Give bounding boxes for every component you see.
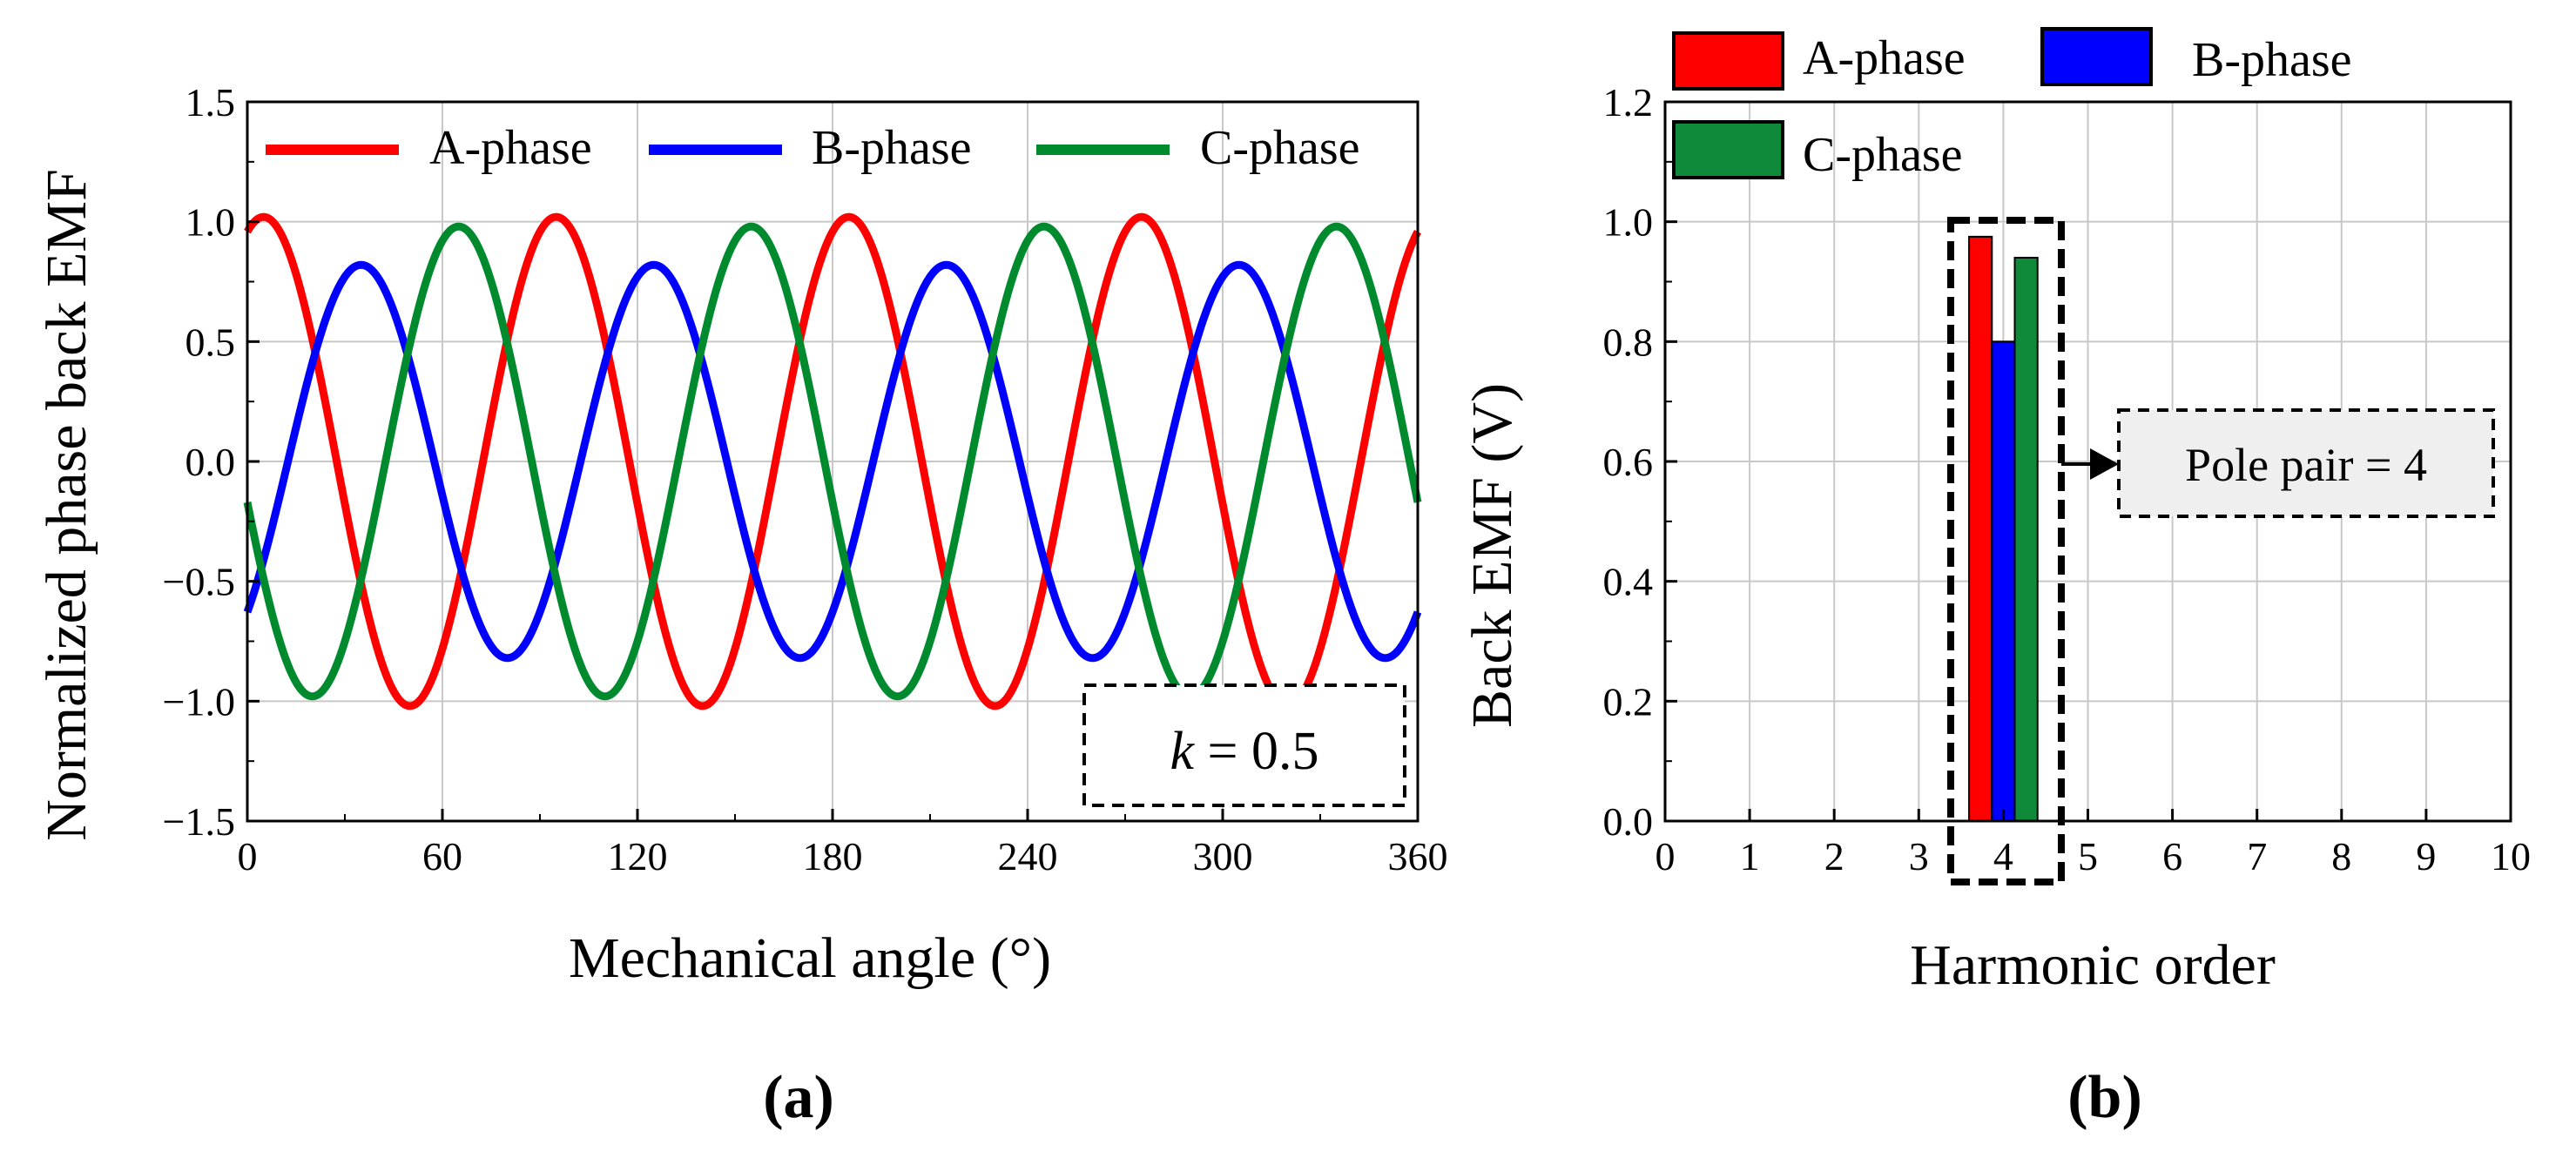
legend-a-label-a-phase: A-phase — [429, 121, 592, 175]
panel-a-y-axis-title: Normalized phase back EMF — [35, 169, 98, 841]
panel-a-xtick-label: 0 — [238, 834, 258, 879]
panel-a-xtick-label: 300 — [1193, 834, 1253, 879]
panel-b-xtick-label: 7 — [2247, 834, 2267, 879]
panel-a-ytick-label: −0.5 — [163, 560, 235, 604]
panel-b-xtick-label: 8 — [2331, 834, 2351, 879]
panel-b-xtick-label: 3 — [1909, 834, 1929, 879]
legend-b-swatch-c-phase — [1672, 120, 1784, 179]
bar-harmonic-4-b-phase — [1991, 340, 2016, 823]
panel-b-xtick-label: 9 — [2416, 834, 2436, 879]
panel-b-y-axis-title: Back EMF (V) — [1460, 383, 1524, 728]
legend-b-swatch-b-phase — [2040, 27, 2153, 86]
legend-b-label-c-phase: C-phase — [1803, 128, 1963, 182]
panel-b-ticks: 0 1 2 3 4 5 6 7 8 9 10 0.0 0.2 0.4 0.6 0.8 1.0 1.2 — [1603, 80, 2532, 879]
pole-pair-arrow-head — [2090, 448, 2119, 480]
panel-b-ytick-label: 0.6 — [1603, 440, 1654, 484]
panel-b-xtick-label: 2 — [1824, 834, 1844, 879]
series-line-b-phase — [243, 260, 1422, 663]
bar-harmonic-4-c-phase — [2013, 256, 2039, 822]
panel-a-ytick-label: 0.5 — [185, 320, 236, 364]
panel-a-label: (a) — [763, 1064, 834, 1131]
panel-a-legend: A-phase B-phase C-phase — [266, 121, 1360, 175]
pole-pair-text: Pole pair = 4 — [2185, 439, 2427, 491]
panel-b-ytick-label: 0.4 — [1603, 560, 1654, 604]
panel-a-xtick-label: 240 — [998, 834, 1058, 879]
series-line-a-phase — [244, 212, 1421, 710]
bar-harmonic-4-a-phase — [1968, 235, 1993, 822]
k-annotation-box — [1082, 683, 1406, 807]
pole-pair-annotation: Pole pair = 4 — [2061, 408, 2495, 518]
panel-b-ytick-label: 1.2 — [1603, 80, 1654, 125]
panel-a-x-axis-title: Mechanical angle (°) — [569, 926, 1051, 990]
panel-a-xtick-label: 180 — [803, 834, 863, 879]
panel-a-ytick-label: −1.0 — [163, 679, 235, 724]
panel-b-label: (b) — [2067, 1064, 2142, 1131]
k-annotation-text: k = 0.5 — [1170, 722, 1319, 781]
panel-b-xtick-label: 10 — [2491, 834, 2531, 879]
panel-b-xtick-label: 5 — [2078, 834, 2098, 879]
panel-b-bar-chart: 0 1 2 3 4 5 6 7 8 9 10 0.0 0.2 0.4 0.6 0.8 1.0 1.2 Pole p… — [1460, 27, 2532, 1131]
panel-b-ytick-label: 0.2 — [1603, 679, 1654, 724]
panel-a-xtick-label: 60 — [422, 834, 462, 879]
panel-a-ytick-label: 0.0 — [185, 440, 236, 484]
panel-b-ytick-label: 1.0 — [1603, 200, 1654, 245]
panel-a-xtick-label: 120 — [608, 834, 668, 879]
panel-a-ytick-label: −1.5 — [163, 799, 235, 844]
panel-b-ytick-label: 0.8 — [1603, 320, 1654, 364]
legend-b-label-b-phase: B-phase — [2192, 33, 2352, 87]
panel-b-ytick-label: 0.0 — [1603, 799, 1654, 844]
panel-b-xtick-label: 1 — [1740, 834, 1760, 879]
panel-a-xtick-label: 360 — [1388, 834, 1448, 879]
legend-a-label-c-phase: C-phase — [1200, 121, 1360, 175]
panel-b-xtick-label: 4 — [1993, 834, 2013, 879]
panel-b-xtick-label: 6 — [2162, 834, 2182, 879]
panel-a-ytick-label: 1.0 — [185, 200, 236, 245]
panel-b-legend: A-phase B-phase C-phase — [1672, 27, 2352, 182]
legend-a-label-b-phase: B-phase — [812, 121, 972, 175]
panel-b-xtick-label: 0 — [1656, 834, 1676, 879]
legend-b-swatch-a-phase — [1672, 31, 1784, 91]
legend-b-label-a-phase: A-phase — [1803, 31, 1966, 85]
panel-a-line-chart: 0 60 120 180 240 300 360 1.5 1.0 0.5 0.0 −0.5 −1.0 −1… — [35, 80, 1448, 1131]
panel-b-x-axis-title: Harmonic order — [1910, 933, 2276, 997]
series-line-c-phase — [243, 222, 1422, 701]
panel-a-ytick-label: 1.5 — [185, 80, 236, 125]
pole-pair-box — [2117, 408, 2495, 518]
panel-a-ticks: 0 60 120 180 240 300 360 1.5 1.0 0.5 0.0 −0.5 −1.0 −1… — [163, 80, 1448, 879]
harmonic-4-highlight-box — [1947, 217, 2065, 885]
k-annotation: k = 0.5 — [1082, 683, 1406, 807]
panel-a-series-lines — [243, 212, 1422, 710]
